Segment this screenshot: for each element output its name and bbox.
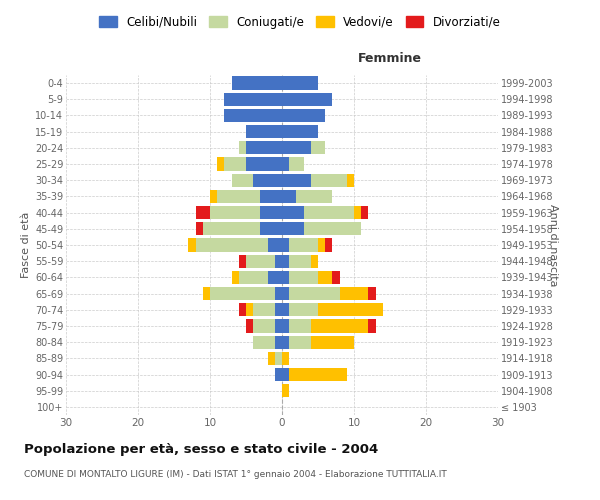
- Bar: [282, 174, 311, 187]
- Bar: [325, 238, 332, 252]
- Y-axis label: Anni di nascita: Anni di nascita: [548, 204, 557, 286]
- Bar: [311, 336, 354, 349]
- Bar: [282, 158, 289, 170]
- Bar: [304, 206, 354, 220]
- Bar: [232, 76, 282, 90]
- Bar: [289, 238, 318, 252]
- Bar: [203, 287, 210, 300]
- Bar: [232, 174, 253, 187]
- Bar: [232, 270, 239, 284]
- Bar: [289, 270, 318, 284]
- Bar: [246, 303, 253, 316]
- Bar: [318, 270, 332, 284]
- Bar: [239, 270, 268, 284]
- Bar: [282, 270, 289, 284]
- Bar: [340, 287, 368, 300]
- Bar: [275, 303, 282, 316]
- Bar: [282, 222, 304, 235]
- Bar: [311, 254, 318, 268]
- Bar: [275, 254, 282, 268]
- Bar: [268, 352, 275, 365]
- Bar: [289, 303, 318, 316]
- Bar: [311, 320, 368, 332]
- Bar: [210, 190, 217, 203]
- Bar: [217, 158, 224, 170]
- Bar: [282, 125, 318, 138]
- Bar: [354, 206, 361, 220]
- Bar: [318, 303, 383, 316]
- Bar: [268, 270, 282, 284]
- Bar: [224, 92, 282, 106]
- Bar: [368, 320, 376, 332]
- Bar: [239, 254, 246, 268]
- Bar: [282, 76, 318, 90]
- Bar: [282, 368, 289, 381]
- Bar: [210, 206, 260, 220]
- Bar: [275, 352, 282, 365]
- Bar: [224, 109, 282, 122]
- Bar: [296, 190, 332, 203]
- Bar: [289, 320, 311, 332]
- Bar: [260, 206, 282, 220]
- Bar: [289, 158, 304, 170]
- Bar: [275, 287, 282, 300]
- Bar: [196, 238, 268, 252]
- Bar: [282, 303, 289, 316]
- Bar: [282, 384, 289, 398]
- Bar: [196, 222, 203, 235]
- Bar: [289, 287, 340, 300]
- Bar: [282, 238, 289, 252]
- Bar: [282, 109, 325, 122]
- Bar: [347, 174, 354, 187]
- Bar: [289, 254, 311, 268]
- Text: Femmine: Femmine: [358, 52, 422, 65]
- Text: Popolazione per età, sesso e stato civile - 2004: Popolazione per età, sesso e stato civil…: [24, 442, 378, 456]
- Bar: [275, 320, 282, 332]
- Bar: [253, 303, 275, 316]
- Bar: [260, 222, 282, 235]
- Bar: [275, 336, 282, 349]
- Bar: [318, 238, 325, 252]
- Legend: Celibi/Nubili, Coniugati/e, Vedovi/e, Divorziati/e: Celibi/Nubili, Coniugati/e, Vedovi/e, Di…: [95, 11, 505, 34]
- Bar: [246, 141, 282, 154]
- Y-axis label: Fasce di età: Fasce di età: [20, 212, 31, 278]
- Bar: [210, 287, 275, 300]
- Bar: [304, 222, 361, 235]
- Bar: [311, 141, 325, 154]
- Bar: [282, 254, 289, 268]
- Bar: [246, 254, 275, 268]
- Bar: [188, 238, 196, 252]
- Bar: [282, 141, 311, 154]
- Bar: [282, 287, 289, 300]
- Bar: [368, 287, 376, 300]
- Bar: [253, 174, 282, 187]
- Bar: [246, 320, 253, 332]
- Bar: [282, 352, 289, 365]
- Bar: [253, 336, 275, 349]
- Bar: [239, 141, 246, 154]
- Bar: [246, 125, 282, 138]
- Bar: [289, 336, 311, 349]
- Bar: [246, 158, 282, 170]
- Bar: [260, 190, 282, 203]
- Bar: [282, 206, 304, 220]
- Bar: [196, 206, 210, 220]
- Bar: [332, 270, 340, 284]
- Bar: [203, 222, 260, 235]
- Bar: [268, 238, 282, 252]
- Bar: [239, 303, 246, 316]
- Text: COMUNE DI MONTALTO LIGURE (IM) - Dati ISTAT 1° gennaio 2004 - Elaborazione TUTTI: COMUNE DI MONTALTO LIGURE (IM) - Dati IS…: [24, 470, 447, 479]
- Bar: [282, 336, 289, 349]
- Bar: [282, 320, 289, 332]
- Bar: [275, 368, 282, 381]
- Bar: [224, 158, 246, 170]
- Bar: [361, 206, 368, 220]
- Bar: [282, 92, 332, 106]
- Bar: [217, 190, 260, 203]
- Bar: [282, 190, 296, 203]
- Bar: [311, 174, 347, 187]
- Bar: [289, 368, 347, 381]
- Bar: [253, 320, 275, 332]
